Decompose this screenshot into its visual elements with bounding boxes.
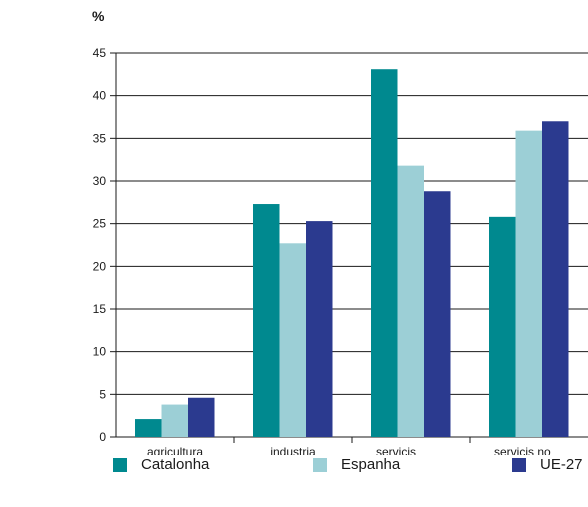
y-tick-label: 0 (99, 430, 106, 444)
x-tick-label: servicisvenda (376, 445, 416, 455)
bar-catalonha-0 (135, 419, 162, 437)
bar-catalonha-1 (253, 204, 280, 437)
legend-item-ue27: UE-27 (512, 456, 583, 473)
y-tick-label: 20 (93, 259, 107, 273)
y-tick-label: 15 (93, 302, 107, 316)
bar-ue27-2 (424, 191, 451, 437)
legend-swatch-ue27 (512, 457, 526, 472)
legend-item-espanha: Espanha (313, 456, 400, 473)
bar-catalonha-3 (489, 216, 516, 437)
x-tick-label: servicis novenda (494, 445, 551, 455)
y-tick-label: 45 (93, 46, 107, 60)
y-tick-label: 35 (93, 131, 107, 145)
y-unit-label: % (92, 8, 105, 24)
x-tick-label: agricultura (147, 445, 203, 455)
legend-swatch-espanha (313, 457, 327, 472)
bar-ue27-1 (306, 221, 333, 437)
bar-chart: 0 5 10 15 20 25 30 35 40 45 agricultura industria se… (93, 46, 588, 455)
y-tick-label: 25 (93, 217, 107, 231)
bar-espanha-2 (397, 165, 424, 437)
y-tick-label: 10 (93, 345, 107, 359)
bar-espanha-0 (161, 404, 188, 437)
bar-ue27-0 (188, 397, 215, 437)
y-tick-label: 30 (93, 174, 107, 188)
bar-ue27-3 (542, 121, 569, 438)
y-tick-label: 40 (93, 89, 107, 103)
bar-espanha-1 (279, 243, 306, 437)
bar-espanha-3 (515, 130, 542, 438)
legend-label-catalonha: Catalonha (141, 456, 210, 473)
x-tick-label: industria (270, 445, 316, 455)
legend-swatch-catalonha (113, 457, 127, 472)
y-tick-label: 5 (99, 387, 106, 401)
legend-label-ue27: UE-27 (540, 456, 583, 473)
legend: Catalonha Espanha UE-27 (0, 456, 588, 486)
legend-label-espanha: Espanha (341, 456, 401, 473)
bar-catalonha-2 (371, 69, 398, 438)
legend-item-catalonha: Catalonha (113, 456, 209, 473)
